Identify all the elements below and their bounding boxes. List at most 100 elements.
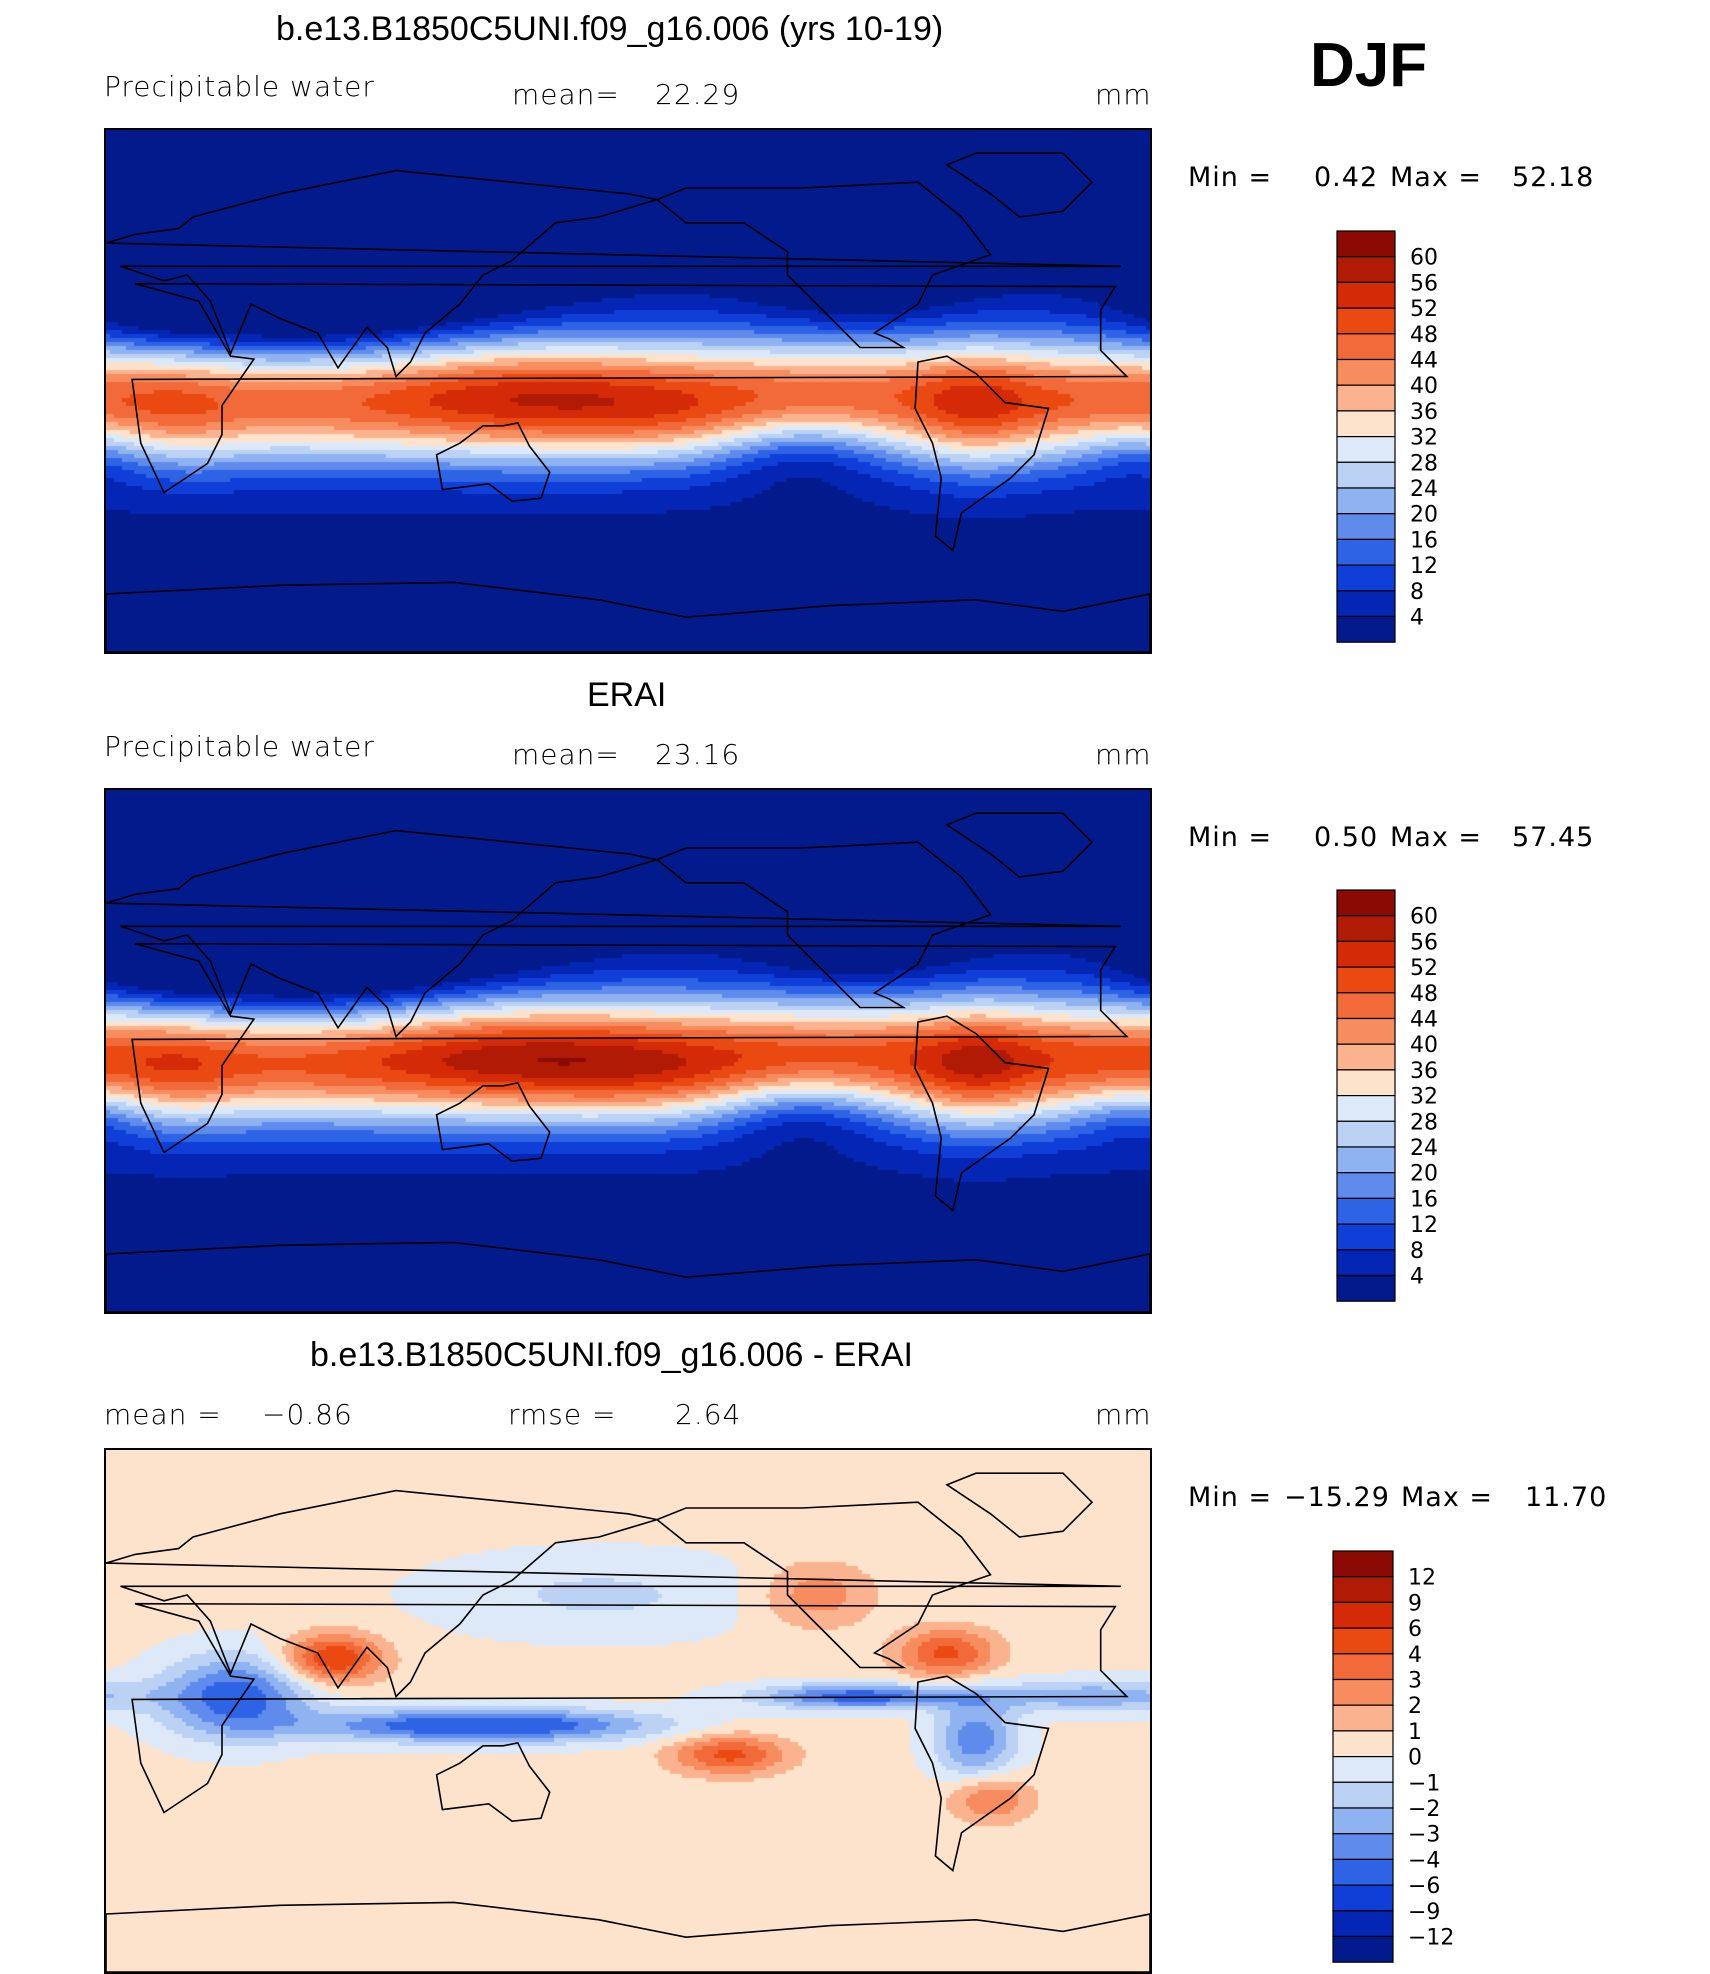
panel2-max-label: Max =: [1390, 822, 1483, 853]
colorbar-tick-label: 1: [1408, 1720, 1422, 1745]
colorbar-swatch: [1336, 1120, 1396, 1148]
colorbar-swatch: [1332, 1704, 1394, 1732]
panel1-map: [104, 128, 1152, 654]
panel3-rmse-value: 2.64: [675, 1398, 742, 1431]
colorbar-swatch: [1336, 1017, 1396, 1045]
colorbar-swatch: [1332, 1807, 1394, 1835]
panel2-map: [104, 788, 1152, 1314]
colorbar-tick-label: 9: [1408, 1591, 1422, 1616]
colorbar-tick-label: 52: [1410, 956, 1438, 981]
colorbar-tick-label: 32: [1410, 426, 1438, 451]
colorbar-swatch: [1332, 1756, 1394, 1783]
colorbar-swatch: [1336, 1043, 1396, 1071]
colorbar-swatch: [1336, 461, 1396, 489]
colorbar-tick-label: 48: [1410, 982, 1438, 1007]
colorbar-swatch: [1336, 590, 1396, 618]
colorbar-swatch: [1336, 230, 1396, 258]
coastline: [914, 355, 1050, 552]
colorbar-swatch: [1332, 1730, 1394, 1758]
coastline: [106, 1489, 1122, 1699]
colorbar-swatch: [1336, 915, 1396, 943]
colorbar-tick-label: 40: [1410, 1033, 1438, 1058]
season-label: DJF: [1310, 31, 1428, 100]
colorbar-tick-label: −1: [1408, 1771, 1440, 1796]
panel2-min-label: Min =: [1188, 822, 1273, 853]
coastline: [131, 282, 1129, 494]
colorbar-tick-label: 56: [1410, 930, 1438, 955]
coastline: [914, 1015, 1050, 1212]
coastline: [435, 1741, 551, 1823]
colorbar-tick-label: 40: [1410, 374, 1438, 399]
panel3-mean-label: mean =: [104, 1398, 222, 1431]
colorbar-swatch: [1336, 564, 1396, 592]
coastline-overlay: [106, 812, 1150, 1312]
panel1-colorbar: 60 56 52 48 44 40 36 32 28 24 20 16 12 8 4: [1336, 230, 1476, 650]
colorbar-swatch: [1332, 1781, 1394, 1809]
colorbar-swatch: [1336, 1249, 1396, 1277]
colorbar-swatch: [1336, 538, 1396, 566]
colorbar-tick-label: 52: [1410, 297, 1438, 322]
coastline: [914, 1675, 1050, 1872]
colorbar-swatch: [1332, 1884, 1394, 1912]
colorbar-swatch: [1332, 1858, 1394, 1886]
colorbar-tick-label: −12: [1408, 1926, 1454, 1951]
panel1-min-label: Min =: [1188, 162, 1273, 193]
panel2-title: ERAI: [587, 676, 667, 714]
colorbar-swatch: [1336, 1172, 1396, 1200]
panel1-mean-label: mean=: [512, 78, 620, 111]
colorbar-swatch: [1336, 487, 1396, 515]
colorbar-swatch: [1332, 1550, 1394, 1578]
panel1-variable: Precipitable water: [104, 70, 375, 103]
colorbar-swatch: [1336, 384, 1396, 412]
coastline: [106, 1241, 1150, 1312]
coastline: [106, 829, 1122, 1039]
colorbar-swatch: [1336, 1069, 1396, 1097]
panel1-units: mm: [1095, 78, 1152, 111]
colorbar-tick-label: 8: [1410, 580, 1424, 605]
colorbar-swatch: [1336, 1197, 1396, 1225]
colorbar-swatch: [1336, 358, 1396, 386]
colorbar-swatch: [1332, 1601, 1394, 1629]
panel3-title: b.e13.B1850C5UNI.f09_g16.006 - ERAI: [310, 1336, 913, 1374]
colorbar-tick-label: 36: [1410, 1059, 1438, 1084]
colorbar-tick-label: 20: [1410, 1162, 1438, 1187]
colorbar-tick-label: 0: [1408, 1746, 1422, 1771]
coastline: [106, 1901, 1150, 1972]
colorbar-tick-label: 4: [1410, 606, 1424, 631]
colorbar-swatch: [1336, 256, 1396, 284]
colorbar-swatch: [1332, 1910, 1394, 1938]
colorbar-tick-label: 60: [1410, 246, 1438, 271]
colorbar-swatch: [1332, 1576, 1394, 1604]
panel3-max-value: 11.70: [1525, 1482, 1608, 1513]
coastline: [655, 181, 992, 349]
panel2-min-value: 0.50: [1314, 822, 1379, 853]
colorbar-tick-label: 56: [1410, 271, 1438, 296]
contour-field: [106, 1450, 1150, 1972]
colorbar-tick-label: 8: [1410, 1239, 1424, 1264]
colorbar-tick-label: 6: [1408, 1617, 1422, 1642]
panel3-units: mm: [1095, 1398, 1152, 1431]
colorbar-tick-label: −2: [1408, 1797, 1440, 1822]
colorbar-tick-label: 32: [1410, 1085, 1438, 1110]
colorbar-tick-label: 12: [1408, 1566, 1436, 1591]
colorbar-swatch: [1332, 1627, 1394, 1655]
colorbar-swatch: [1336, 940, 1396, 968]
colorbar-tick-label: 44: [1410, 349, 1438, 374]
panel1-min-value: 0.42: [1314, 162, 1379, 193]
colorbar-swatch: [1332, 1653, 1394, 1681]
panel1-max-value: 52.18: [1512, 162, 1595, 193]
contour-field: [106, 790, 1150, 1312]
colorbar-tick-label: 12: [1410, 1213, 1438, 1238]
colorbar-tick-label: 24: [1410, 477, 1438, 502]
colorbar-tick-label: −3: [1408, 1823, 1440, 1848]
panel3-min-label: Min =: [1188, 1482, 1273, 1513]
panel2-colorbar: 60 56 52 48 44 40 36 32 28 24 20 16 12 8 4: [1336, 889, 1476, 1309]
colorbar-tick-label: 36: [1410, 400, 1438, 425]
colorbar-swatch: [1332, 1678, 1394, 1706]
colorbar-tick-label: 2: [1408, 1694, 1422, 1719]
panel3-max-label: Max =: [1401, 1482, 1494, 1513]
colorbar-tick-label: 3: [1408, 1669, 1422, 1694]
contour-field: [106, 130, 1150, 652]
